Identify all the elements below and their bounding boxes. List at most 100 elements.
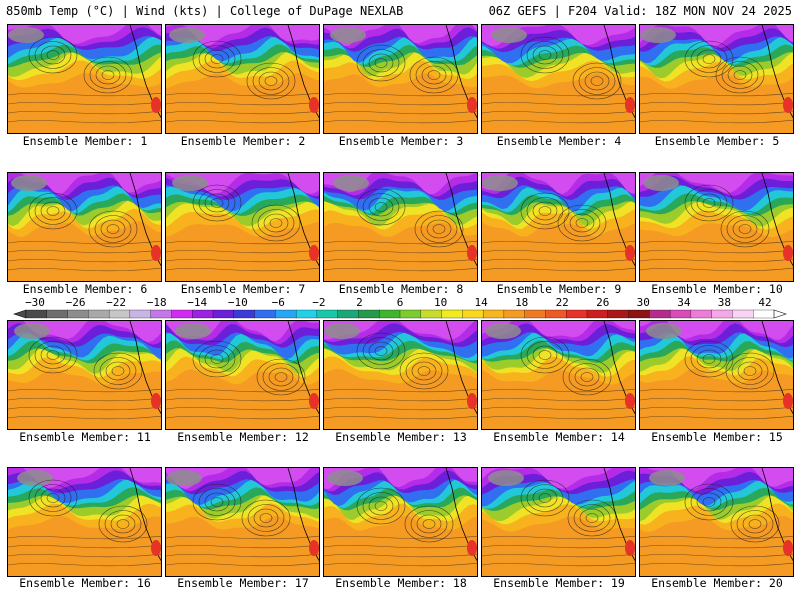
- colorbar-tick-label: −22: [106, 296, 126, 309]
- height-contour: [166, 249, 319, 254]
- height-contour: [246, 62, 296, 100]
- height-contour: [324, 562, 477, 567]
- cold-air-region: [482, 175, 518, 191]
- height-contour: [94, 215, 132, 243]
- warm-spot: [151, 97, 161, 113]
- height-contour: [198, 45, 236, 73]
- height-contour: [8, 553, 161, 558]
- height-contour: [405, 357, 443, 385]
- ensemble-panel: [7, 467, 162, 577]
- colorbar-swatch: [212, 309, 235, 319]
- cold-air-region: [169, 27, 205, 43]
- height-contour: [520, 479, 570, 517]
- height-contour: [101, 70, 115, 80]
- model-run-info: 06Z GEFS | F204 Valid: 18Z MON NOV 24 20…: [488, 4, 792, 18]
- temperature-map: [166, 173, 319, 281]
- cold-air-region: [327, 470, 363, 486]
- colorbar-swatch: [524, 309, 546, 319]
- height-contour: [743, 366, 757, 376]
- height-contour: [563, 209, 601, 237]
- colorbar-tick-label: 22: [556, 296, 569, 309]
- temperature-band: [324, 468, 477, 489]
- height-contour: [420, 215, 458, 243]
- height-contour: [106, 224, 120, 234]
- warm-spot: [467, 540, 477, 556]
- height-contour: [166, 267, 319, 272]
- height-contour: [482, 110, 635, 115]
- height-contour: [640, 92, 793, 97]
- height-contour: [690, 45, 728, 73]
- colorbar-swatch: [316, 309, 339, 319]
- height-contour: [736, 510, 774, 538]
- colorbar-swatch: [108, 309, 131, 319]
- height-contour: [573, 504, 611, 532]
- height-contour: [210, 198, 224, 208]
- height-contour: [8, 388, 161, 393]
- height-contour: [166, 544, 319, 549]
- height-contour: [526, 197, 564, 225]
- height-contour: [538, 493, 552, 503]
- height-contour: [40, 488, 66, 508]
- height-contour: [324, 544, 477, 549]
- height-contour: [8, 240, 161, 245]
- height-contour: [8, 535, 161, 540]
- colorbar-tick-label: −6: [272, 296, 285, 309]
- height-contour: [399, 352, 449, 390]
- colorbar-tick-label: −30: [25, 296, 45, 309]
- height-contour: [116, 519, 130, 529]
- ensemble-panel: [639, 467, 794, 577]
- height-contour: [409, 56, 459, 94]
- warm-spot: [783, 97, 793, 113]
- colorbar-swatch: [399, 309, 422, 319]
- height-contour: [324, 397, 477, 402]
- height-contour: [105, 361, 131, 381]
- height-contour: [482, 240, 635, 245]
- colorbar-tick-label: 26: [596, 296, 609, 309]
- height-contour: [88, 210, 138, 248]
- height-contour: [258, 71, 284, 91]
- height-contour: [426, 219, 452, 239]
- height-contour: [8, 249, 161, 254]
- ensemble-member-label: Ensemble Member: 3: [338, 134, 464, 148]
- cold-air-region: [11, 175, 47, 191]
- height-contour: [696, 49, 722, 69]
- height-contour: [421, 65, 447, 85]
- cold-air-region: [175, 323, 211, 339]
- height-contour: [166, 110, 319, 115]
- colorbar-tick-label: 18: [515, 296, 528, 309]
- height-contour: [40, 345, 66, 365]
- colorbar-swatch: [503, 309, 526, 319]
- colorbar-tick-label: 2: [356, 296, 363, 309]
- cold-air-region: [8, 27, 44, 43]
- ensemble-member-label: Ensemble Member: 20: [651, 576, 783, 590]
- colorbar-swatch: [337, 309, 359, 319]
- ensemble-member-label: Ensemble Member: 2: [180, 134, 306, 148]
- height-contour: [210, 54, 224, 64]
- height-contour: [324, 535, 477, 540]
- height-contour: [264, 76, 278, 86]
- height-contour: [482, 388, 635, 393]
- height-contour: [8, 267, 161, 272]
- ensemble-panel: [639, 24, 794, 134]
- warm-spot: [151, 393, 161, 409]
- ensemble-member-label: Ensemble Member: 19: [493, 576, 625, 590]
- height-contour: [324, 92, 477, 97]
- chart-title: 850mb Temp (°C) | Wind (kts) | College o…: [6, 4, 404, 18]
- height-contour: [8, 544, 161, 549]
- height-contour: [569, 213, 595, 233]
- height-contour: [417, 366, 431, 376]
- ensemble-member-label: Ensemble Member: 9: [496, 282, 622, 296]
- colorbar-tick-label: −2: [312, 296, 325, 309]
- temperature-band: [482, 25, 635, 47]
- height-contour: [252, 67, 290, 95]
- height-contour: [738, 224, 752, 234]
- height-contour: [482, 258, 635, 263]
- ensemble-panel: [639, 172, 794, 282]
- height-contour: [538, 350, 552, 360]
- height-contour: [520, 336, 570, 374]
- ensemble-panel: [323, 172, 478, 282]
- colorbar-swatch: [732, 309, 754, 319]
- temperature-colorbar: −30 −26 −22 −18 −14 −10 −6 −2 2 6 10 14 18 22 26 30 34 38…: [13, 296, 787, 319]
- colorbar-swatch: [482, 309, 505, 319]
- height-contour: [742, 514, 768, 534]
